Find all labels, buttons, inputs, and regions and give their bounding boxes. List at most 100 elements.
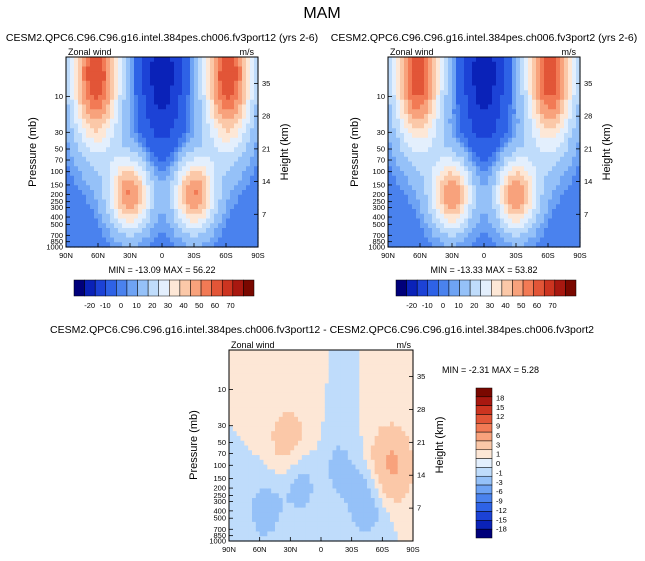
heatmap-cell [472, 76, 477, 82]
heatmap-cell [496, 142, 501, 148]
heatmap-cell [110, 137, 115, 144]
heatmap-cell [263, 383, 268, 389]
heatmap-cell [114, 104, 119, 110]
heatmap-cell [234, 204, 239, 210]
heatmap-cell [198, 123, 203, 129]
heatmap-cell [448, 71, 453, 77]
heatmap-cell [130, 218, 135, 224]
heatmap-cell [568, 218, 573, 224]
heatmap-cell [122, 85, 127, 91]
heatmap-cell [290, 369, 295, 375]
heatmap-cell [294, 498, 299, 504]
heatmap-cell [560, 209, 565, 215]
heatmap-cell [400, 223, 405, 229]
heatmap-cell [412, 99, 417, 106]
heatmap-cell [294, 383, 299, 389]
heatmap-cell [472, 242, 477, 248]
heatmap-cell [464, 171, 469, 177]
heatmap-cell [464, 133, 469, 139]
y-tick-label: 1000 [46, 243, 63, 252]
heatmap-cell [178, 57, 183, 63]
heatmap-cell [66, 57, 71, 63]
heatmap-cell [154, 161, 159, 167]
heatmap-cell [174, 237, 179, 243]
heatmap-cell [317, 435, 322, 442]
heatmap-cell [242, 161, 247, 167]
heatmap-cell [488, 190, 493, 196]
heatmap-cell [230, 99, 235, 106]
heatmap-cell [263, 507, 268, 513]
heatmap-cell [484, 161, 489, 167]
heatmap-cell [218, 209, 223, 215]
heatmap-cell [404, 161, 409, 167]
heatmap-cell [524, 123, 529, 129]
colorbar-swatch [221, 279, 234, 297]
heatmap-cell [496, 114, 501, 120]
heatmap-cell [238, 76, 243, 82]
heatmap-cell [484, 242, 489, 248]
heatmap-cell [248, 531, 253, 537]
heatmap-cell [194, 237, 199, 243]
heatmap-cell [286, 512, 291, 518]
heatmap-cell [396, 99, 401, 106]
heatmap-cell [154, 228, 159, 234]
heatmap-cell [500, 228, 505, 234]
heatmap-cell [248, 455, 253, 461]
heatmap-cell [452, 109, 457, 115]
heatmap-cell [313, 507, 318, 513]
heatmap-cell [134, 194, 139, 201]
heatmap-cell [122, 171, 127, 177]
heatmap-cell [94, 223, 99, 229]
heatmap-cell [255, 369, 261, 375]
heatmap-cell [271, 483, 276, 490]
heatmap-cell [206, 128, 211, 134]
heatmap-cell [82, 109, 87, 115]
heatmap-cell [298, 402, 303, 408]
heatmap-cell [536, 85, 541, 91]
heatmap-cell [484, 109, 489, 115]
heatmap-cell [305, 536, 311, 542]
heatmap-cell [240, 526, 245, 533]
heatmap-cell [468, 185, 473, 191]
heatmap-cell [440, 90, 445, 96]
heatmap-cell [536, 171, 541, 177]
heatmap-cell [548, 180, 553, 186]
colorbar-swatch [395, 279, 407, 297]
heatmap-cell [568, 76, 573, 82]
heatmap-cell [420, 128, 425, 134]
heatmap-cell [90, 218, 95, 224]
heatmap-cell [298, 507, 303, 513]
heatmap-cell [416, 161, 421, 167]
panel-2-stats: MIN = -13.33 MAX = 53.82 [430, 265, 537, 275]
heatmap-cell [508, 213, 513, 220]
heatmap-cell [142, 104, 147, 110]
heatmap-cell [576, 76, 581, 82]
heatmap-cell [271, 373, 276, 380]
heatmap-cell [313, 474, 318, 480]
colorbar-swatch [554, 279, 566, 297]
heatmap-cell [250, 85, 255, 91]
heatmap-cell [94, 171, 99, 177]
heatmap-cell [476, 95, 481, 101]
heatmap-cell [134, 114, 139, 120]
heatmap-cell [424, 99, 429, 106]
heatmap-cell [78, 147, 83, 153]
heatmap-cell [226, 147, 231, 153]
heatmap-cell [263, 493, 268, 499]
heatmap-cell [504, 161, 509, 167]
heatmap-cell [472, 66, 477, 72]
heatmap-cell [528, 185, 533, 191]
heatmap-cell [248, 478, 253, 485]
heatmap-cell [544, 209, 549, 215]
heatmap-cell [301, 354, 307, 361]
heatmap-cell [114, 237, 119, 243]
heatmap-cell [564, 142, 569, 148]
heatmap-cell [194, 209, 199, 215]
heatmap-cell [242, 76, 247, 82]
heatmap-cell [166, 99, 171, 106]
heatmap-cell [313, 407, 318, 413]
heatmap-cell [275, 426, 280, 432]
heatmap-cell [162, 123, 167, 129]
heatmap-cell [240, 464, 245, 470]
heatmap-cell [90, 114, 95, 120]
